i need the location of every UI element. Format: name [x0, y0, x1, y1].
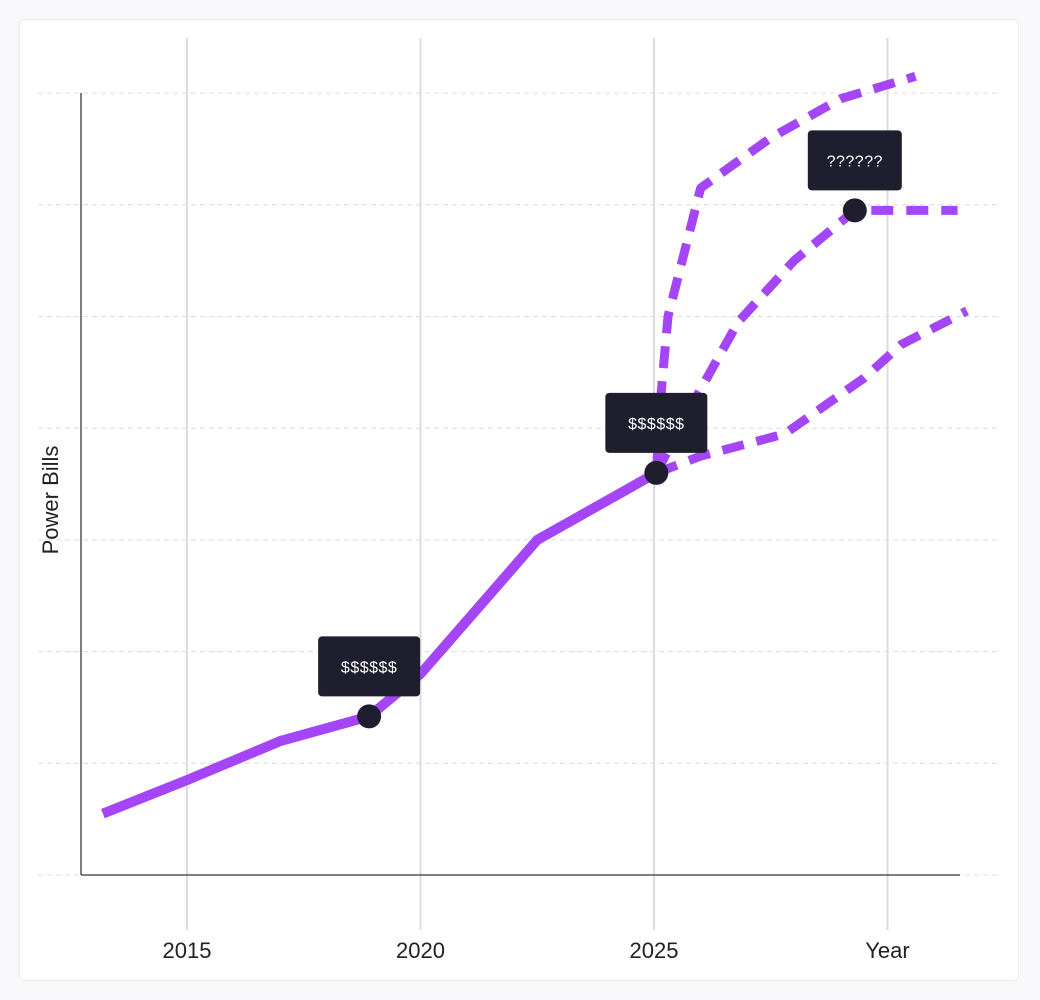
x-tick-label: 2025 [630, 938, 679, 963]
y-axis-label: Power Bills [38, 446, 63, 555]
data-point-marker[interactable] [357, 704, 382, 729]
callout-box [807, 130, 902, 191]
data-point-marker[interactable] [644, 460, 669, 485]
x-axis-label: Year [865, 938, 909, 963]
callout-box [318, 636, 421, 697]
callout-label: $$$$$$ [341, 659, 397, 676]
callout-label: ?????? [827, 153, 883, 170]
label-layer: Power Bills 2015 2020 2025 Year [38, 446, 910, 963]
axes-layer [80, 93, 960, 876]
marker-layer: $$$$$$ $$$$$$?????? [318, 130, 902, 729]
data-point-marker[interactable] [842, 198, 867, 223]
callout-box [605, 392, 708, 453]
x-tick-label: 2020 [396, 938, 445, 963]
x-tick-label: 2015 [163, 938, 212, 963]
callout-label: $$$$$$ [628, 416, 684, 433]
projection-line-3 [654, 306, 969, 478]
